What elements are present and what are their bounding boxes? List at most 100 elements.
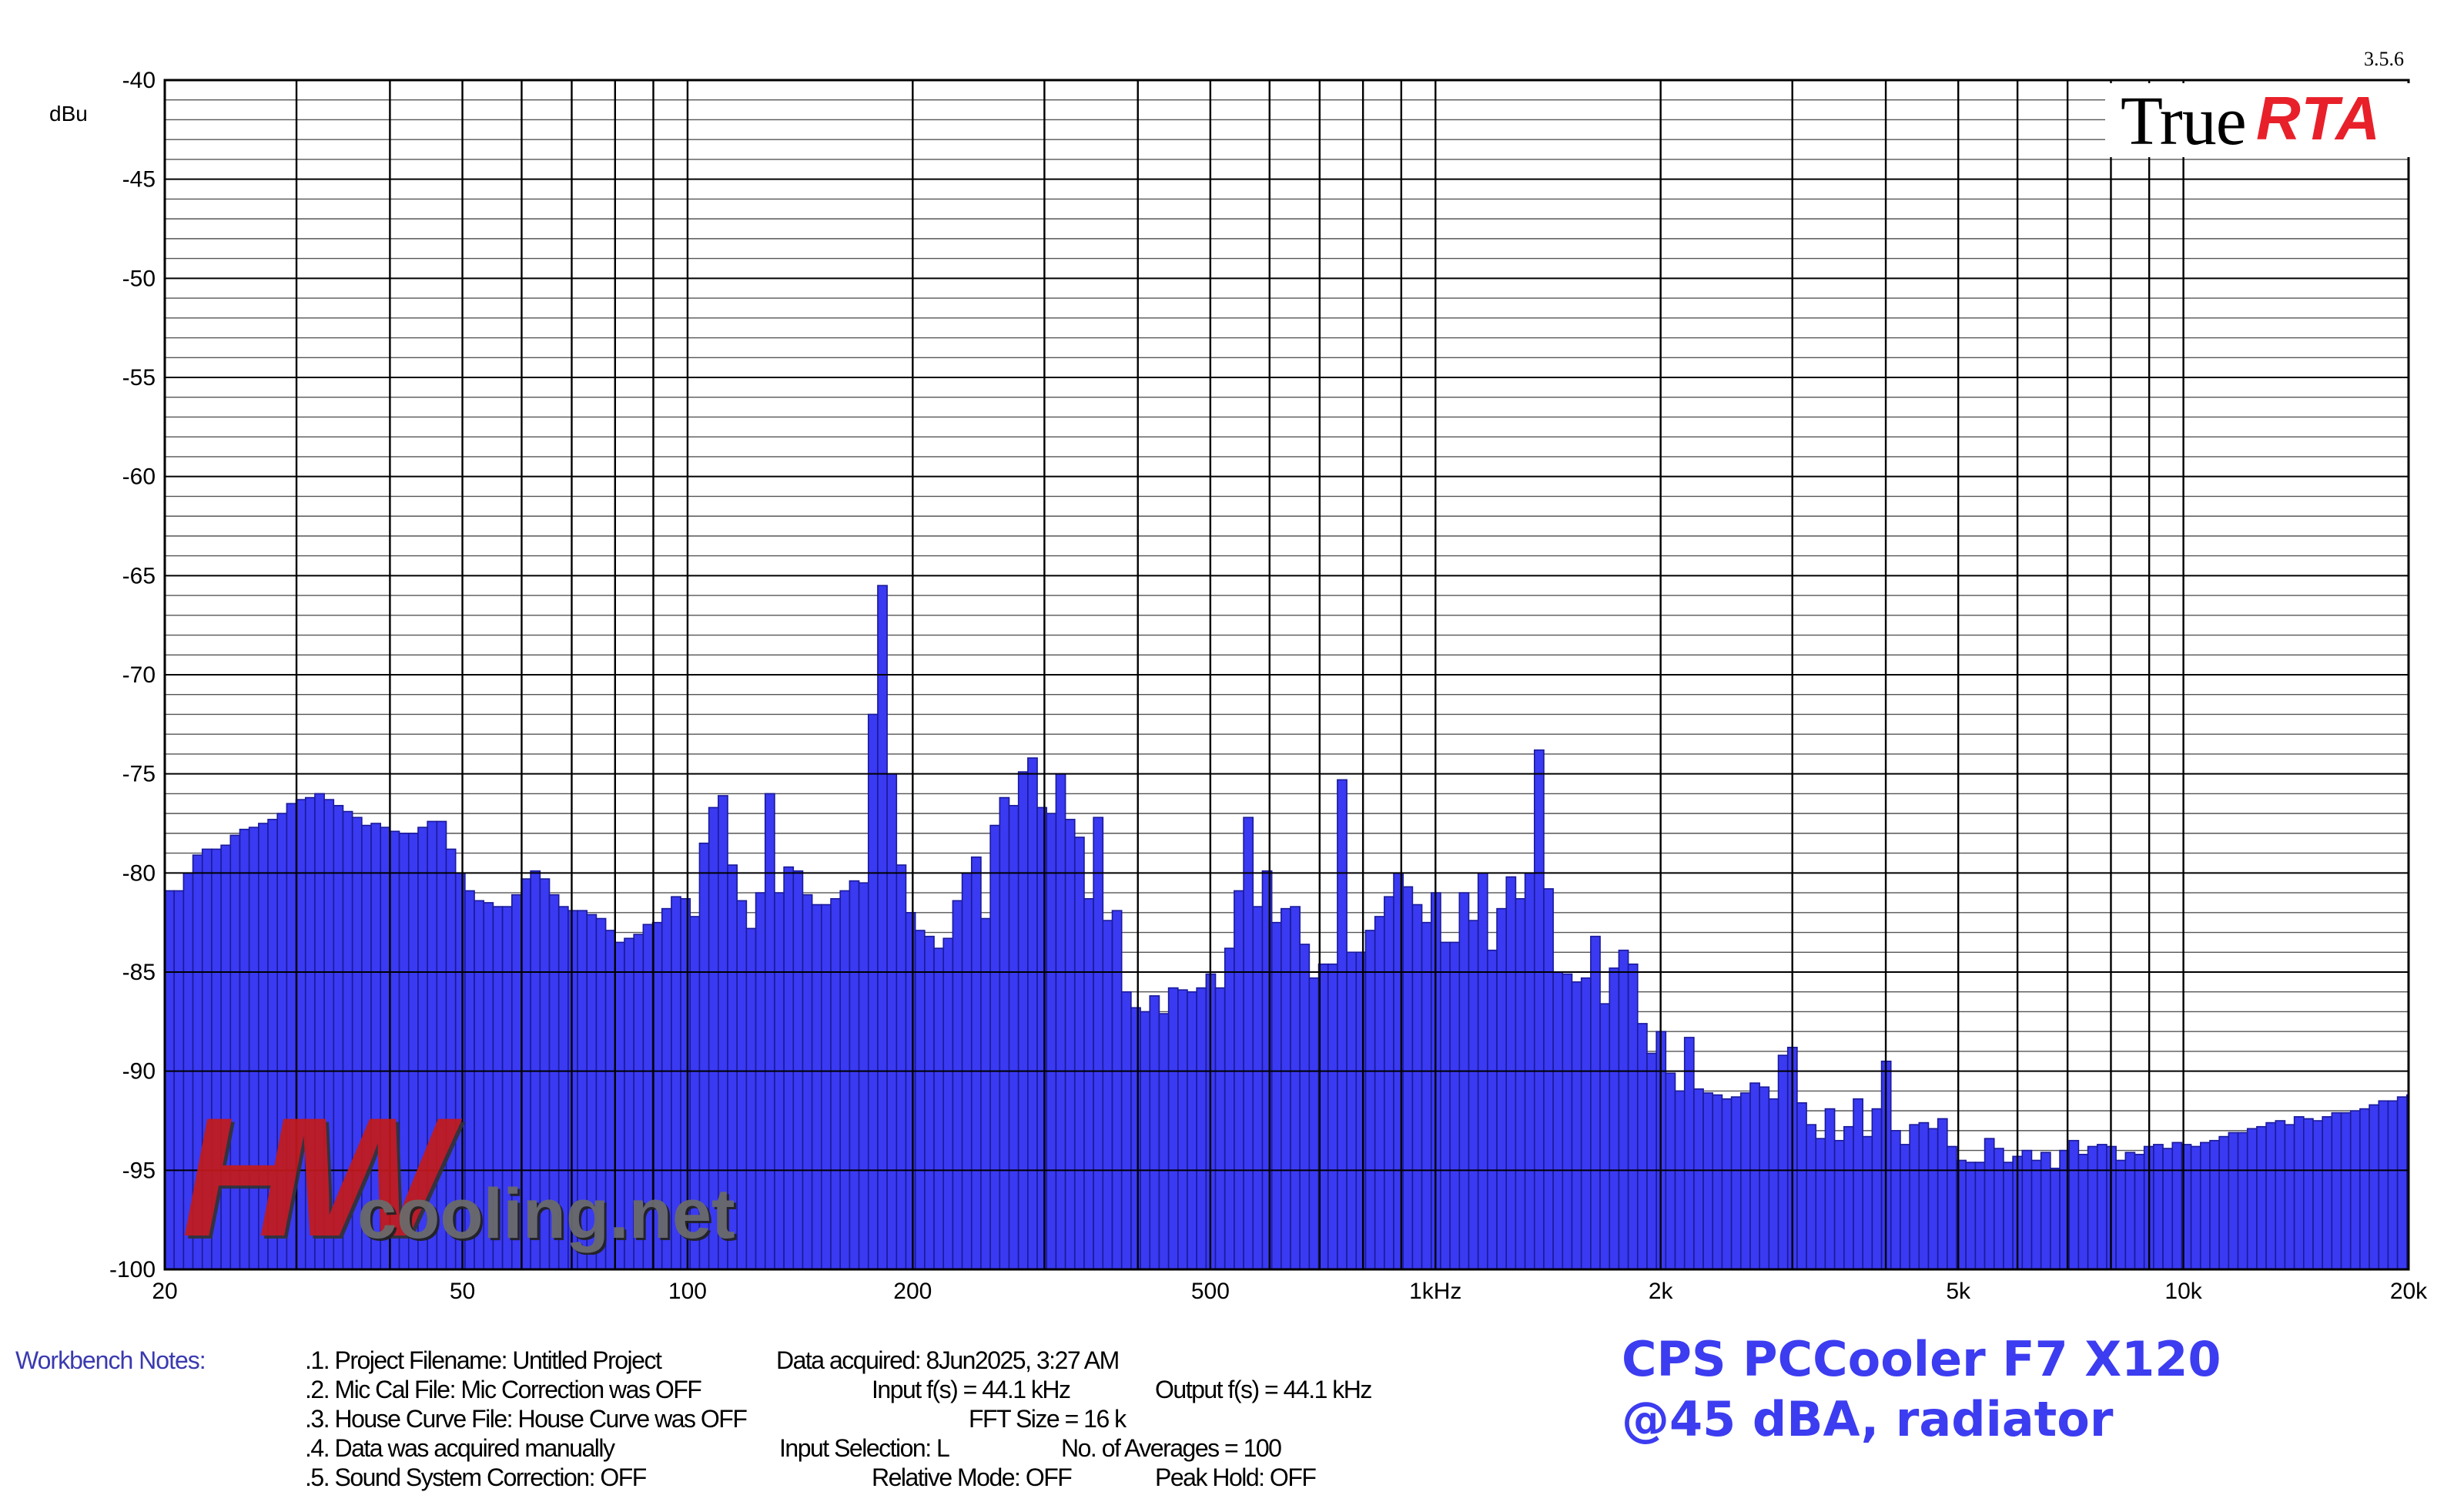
spectrum-bar — [2284, 1124, 2295, 1270]
spectrum-bar — [924, 935, 935, 1270]
spectrum-bar — [1749, 1082, 1760, 1270]
spectrum-bar — [2256, 1125, 2267, 1270]
spectrum-bar — [1281, 907, 1291, 1270]
spectrum-bar — [2218, 1135, 2230, 1270]
y-tick-label: -40 — [122, 68, 156, 93]
spectrum-bar — [905, 912, 916, 1270]
spectrum-bar — [2003, 1162, 2014, 1270]
spectrum-bar — [999, 796, 1010, 1270]
spectrum-bar — [2030, 1159, 2042, 1270]
x-tick-label: 20k — [2390, 1279, 2428, 1304]
spectrum-bar — [1234, 890, 1244, 1270]
spectrum-bar — [1693, 1088, 1704, 1270]
spectrum-bar — [2387, 1100, 2399, 1270]
spectrum-bar — [1571, 981, 1582, 1270]
note-line-3: .3. House Curve File: House Curve was OF… — [305, 1405, 748, 1433]
spectrum-bar — [1440, 941, 1451, 1270]
spectrum-bar — [1993, 1148, 2004, 1270]
spectrum-bar — [1411, 904, 1423, 1270]
spectrum-bar — [1599, 1003, 1611, 1270]
spectrum-bar — [2359, 1108, 2370, 1270]
y-tick-labels: -40 -45 -50 -55 -60 -65 -70 -75 -80 -85 -90 -95 -100 — [109, 68, 156, 1282]
spectrum-bar — [1187, 991, 1197, 1270]
spectrum-bar — [755, 892, 766, 1270]
x-tick-label: 100 — [668, 1279, 707, 1304]
spectrum-bar — [1055, 773, 1066, 1270]
spectrum-bar — [1627, 963, 1639, 1270]
spectrum-bar — [2369, 1104, 2380, 1270]
spectrum-bar — [2322, 1116, 2333, 1270]
spectrum-bar — [1965, 1162, 1977, 1270]
spectrum-bar — [2246, 1128, 2258, 1270]
spectrum-bar — [2396, 1096, 2408, 1270]
x-tick-label: 10k — [2164, 1279, 2202, 1304]
spectrum-bar — [1590, 935, 1601, 1270]
spectrum-bar — [1674, 1090, 1686, 1270]
spectrum-bar — [867, 713, 879, 1270]
spectrum-bar — [1421, 921, 1432, 1270]
spectrum-bar — [849, 880, 860, 1270]
spectrum-bar — [792, 870, 804, 1270]
spectrum-bar — [1646, 1052, 1657, 1270]
note-line-5: .5. Sound System Correction: OFF — [305, 1463, 647, 1491]
spectrum-bar — [1759, 1086, 1770, 1270]
spectrum-bar — [1093, 816, 1104, 1270]
spectrum-bar — [858, 882, 869, 1270]
spectrum-bar — [1871, 1108, 1883, 1270]
spectrum-bar — [830, 897, 842, 1270]
spectrum-bar — [1064, 819, 1076, 1270]
spectrum-bar — [1102, 920, 1113, 1270]
spectrum-bar — [1355, 951, 1367, 1270]
spectrum-bar — [1580, 977, 1592, 1270]
spectrum-bar — [1947, 1145, 1957, 1270]
fft-size: FFT Size = 16 k — [969, 1405, 1127, 1433]
logo-text-rta: RTA — [2256, 84, 2382, 153]
note-line-1: .1. Project Filename: Untitled Project — [305, 1346, 662, 1374]
spectrum-bar — [1496, 907, 1508, 1270]
spectrum-bar — [164, 890, 175, 1270]
x-tick-label: 5k — [1946, 1279, 1971, 1304]
spectrum-bar — [1140, 1011, 1151, 1270]
spectrum-bar — [1158, 1013, 1170, 1270]
spectrum-bar — [736, 900, 748, 1270]
spectrum-bar — [2134, 1153, 2145, 1270]
spectrum-bar — [2087, 1145, 2098, 1270]
workbench-notes-label: Workbench Notes: — [15, 1346, 206, 1374]
spectrum-bar — [774, 892, 785, 1270]
spectrum-bar — [1683, 1037, 1695, 1270]
spectrum-bar — [1515, 897, 1526, 1270]
spectrum-bar — [1458, 892, 1470, 1270]
spectrum-bar — [2190, 1145, 2201, 1270]
spectrum-bar — [764, 793, 775, 1270]
chart-title-line-1: CPS PCCooler F7 X120 — [1622, 1331, 2221, 1387]
spectrum-bar — [1843, 1125, 1854, 1270]
spectrum-bar — [877, 585, 888, 1270]
relative-mode: Relative Mode: OFF — [872, 1463, 1073, 1491]
spectrum-bar — [2349, 1110, 2361, 1270]
spectrum-bar — [1270, 921, 1282, 1270]
spectrum-bar — [1252, 906, 1264, 1270]
spectrum-bar — [1618, 949, 1629, 1270]
spectrum-bar — [1487, 949, 1498, 1270]
spectrum-bar — [1120, 991, 1132, 1270]
spectrum-bar — [1243, 816, 1254, 1270]
spectrum-bar — [1299, 944, 1311, 1270]
logo-text-true: True — [2121, 83, 2247, 159]
y-tick-label: -75 — [122, 762, 156, 787]
spectrum-bar — [2115, 1159, 2127, 1270]
spectrum-bar — [2237, 1132, 2248, 1270]
spectrum-bar — [2293, 1116, 2305, 1270]
spectrum-bar — [2228, 1132, 2239, 1270]
spectrum-bar — [989, 824, 1001, 1270]
spectrum-bar — [1636, 1023, 1648, 1270]
spectrum-bar — [1806, 1124, 1817, 1270]
spectrum-bar — [2340, 1111, 2352, 1270]
y-axis-label: dBu — [49, 102, 88, 126]
spectrum-bar — [2378, 1100, 2389, 1270]
spectrum-bar — [1346, 951, 1358, 1270]
spectrum-bar — [1177, 989, 1188, 1270]
x-tick-label: 1kHz — [1409, 1279, 1461, 1304]
y-tick-label: -100 — [109, 1257, 156, 1282]
spectrum-bar — [970, 856, 982, 1270]
